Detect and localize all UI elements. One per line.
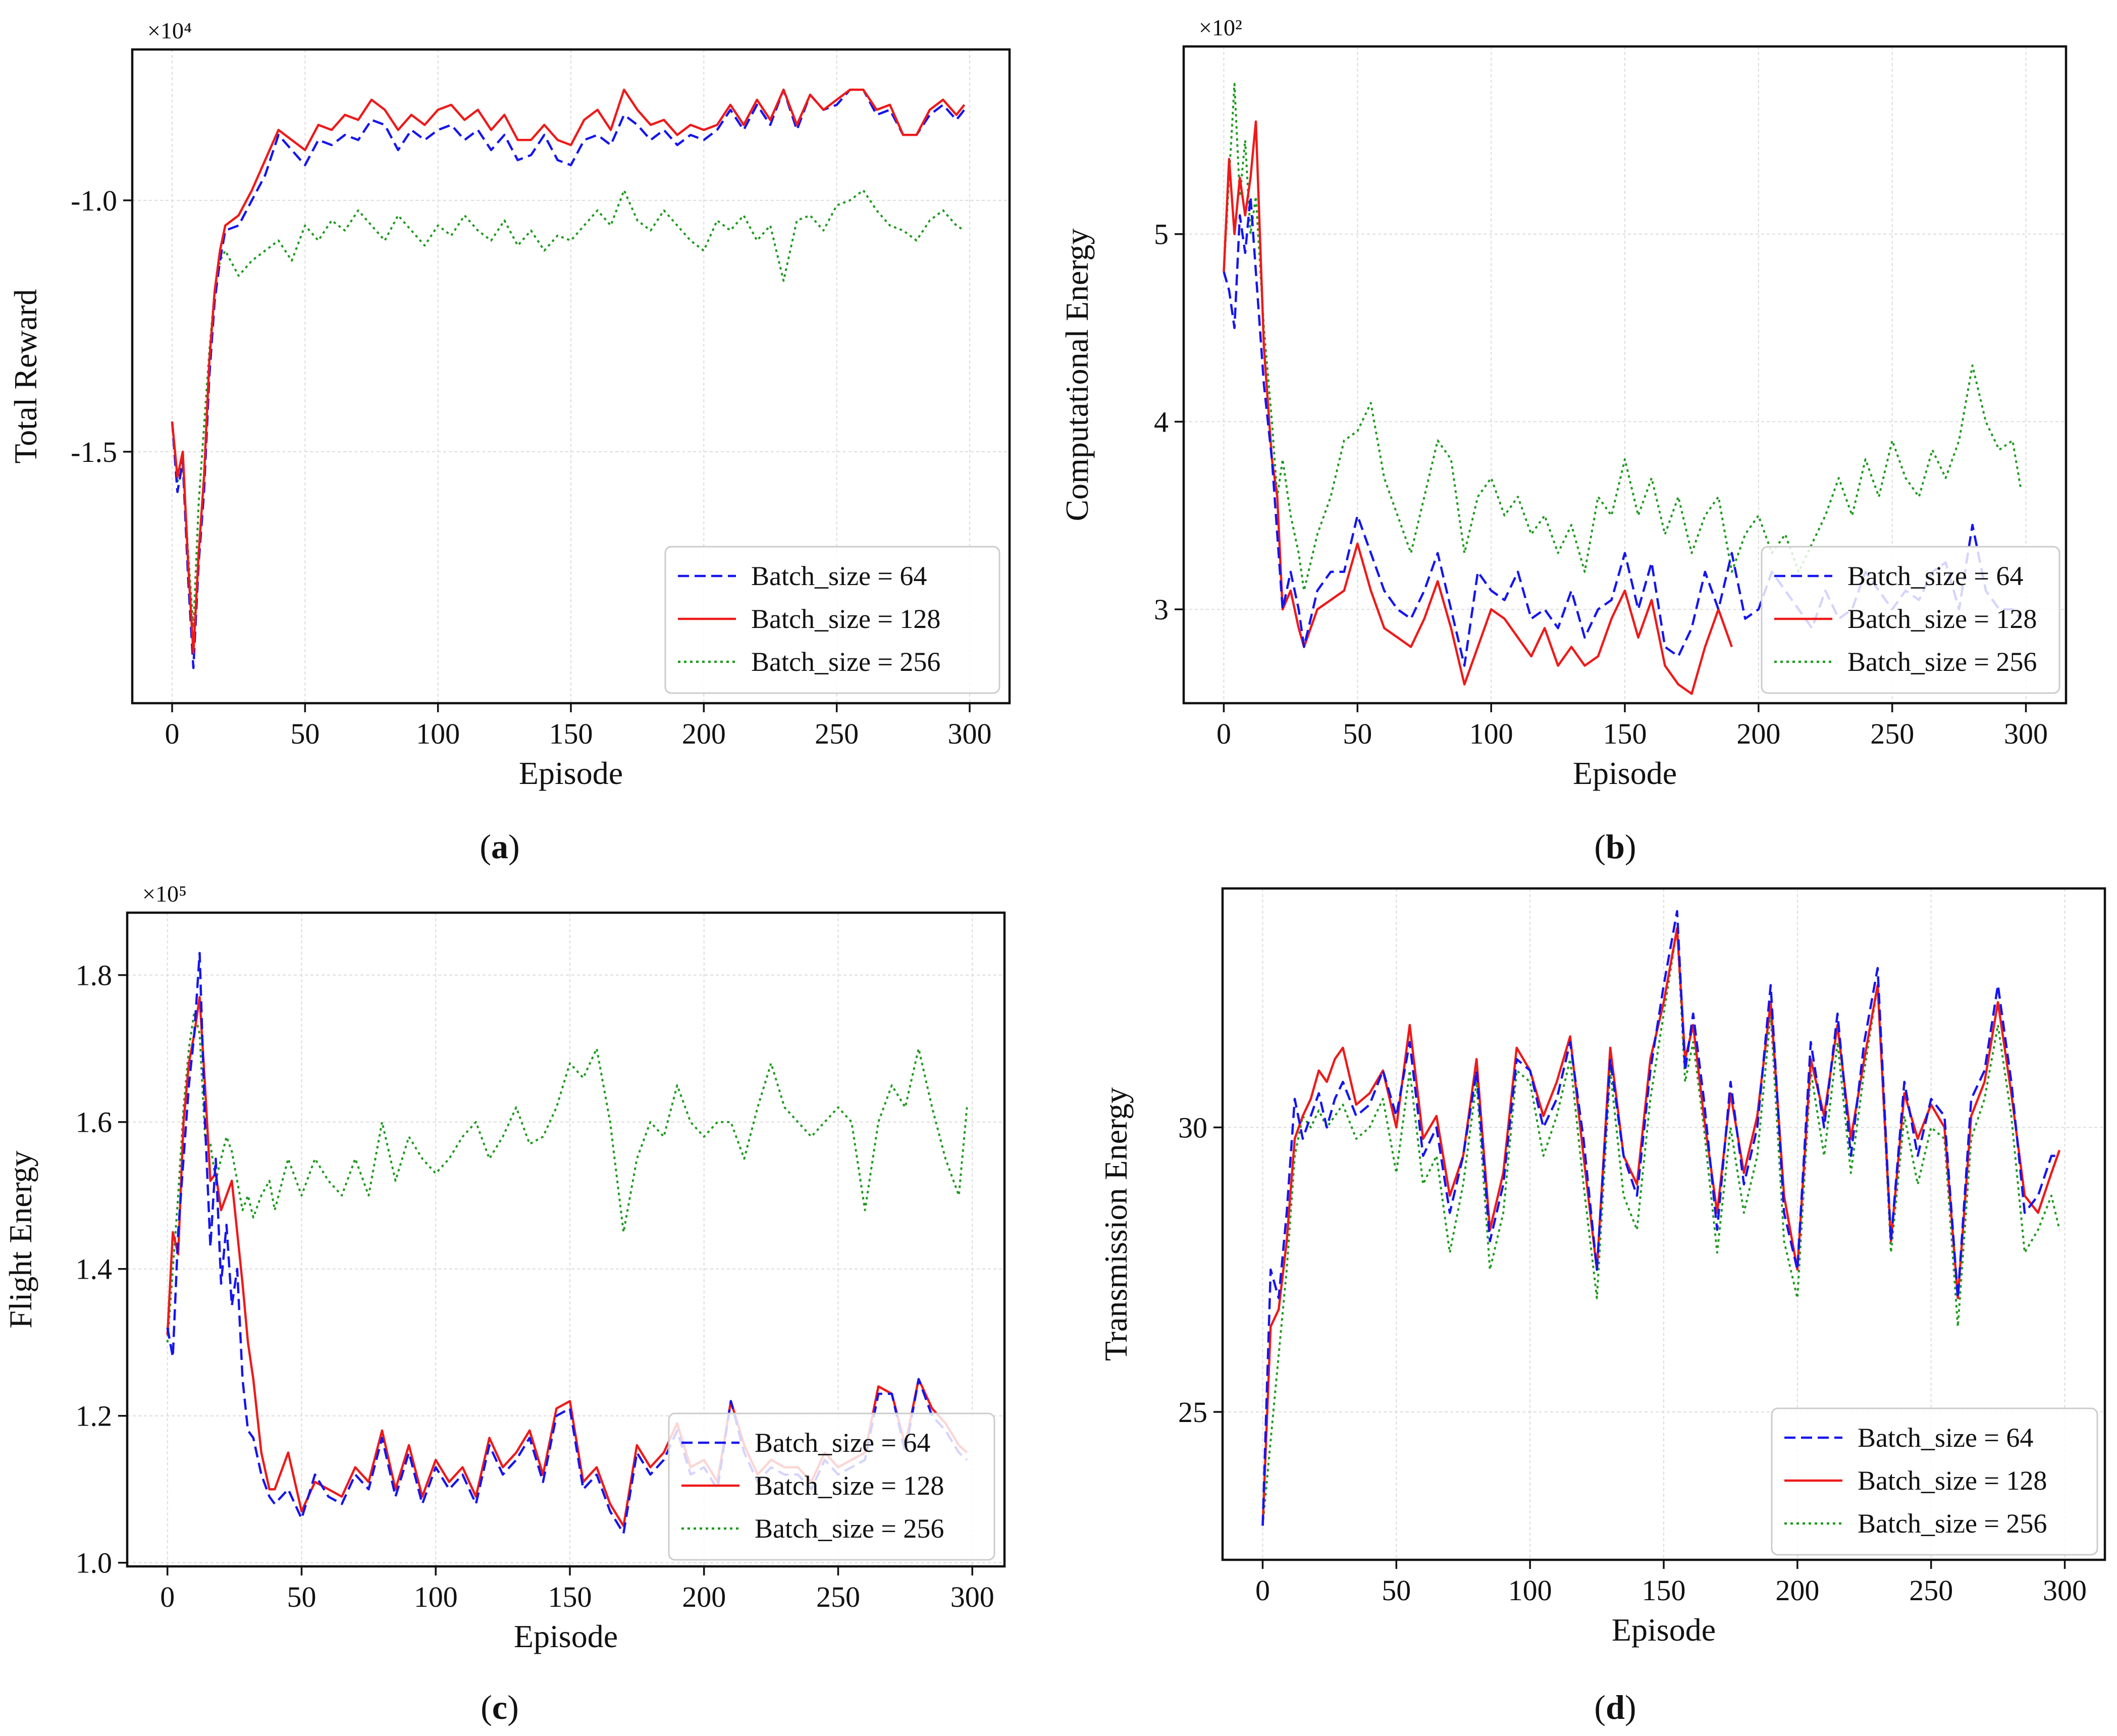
x-tick-label: 200 — [682, 717, 726, 750]
x-tick-label: 250 — [815, 717, 859, 750]
x-tick-label: 250 — [816, 1581, 860, 1613]
caption-d: (d) — [1594, 1688, 1636, 1726]
legend-label: Batch_size = 64 — [751, 561, 927, 591]
legend-box — [1761, 546, 2060, 694]
x-tick-label: 50 — [287, 1581, 316, 1613]
x-tick-label: 200 — [682, 1581, 726, 1613]
y-tick-label: 1.8 — [76, 959, 113, 992]
legend-label: Batch_size = 256 — [751, 647, 940, 677]
axis-multiplier: ×10² — [1199, 15, 1242, 40]
legend-label: Batch_size = 128 — [751, 604, 940, 634]
x-tick-label: 0 — [160, 1581, 175, 1613]
x-tick-label: 250 — [1870, 717, 1914, 750]
x-tick-label: 50 — [290, 717, 320, 750]
legend-box — [664, 546, 1000, 694]
caption-b: (b) — [1594, 827, 1636, 866]
axis-multiplier: ×10⁴ — [147, 18, 192, 43]
legend-label: Batch_size = 128 — [755, 1470, 944, 1501]
x-axis-label: Episode — [1573, 755, 1677, 791]
y-tick-label: -1.0 — [71, 184, 117, 217]
series-group — [171, 88, 966, 669]
x-axis-label: Episode — [1612, 1612, 1716, 1648]
x-tick-label: 150 — [548, 1581, 592, 1613]
x-tick-label: 0 — [1216, 717, 1231, 750]
legend-label: Batch_size = 128 — [1847, 604, 2037, 634]
legend-label: Batch_size = 256 — [1858, 1508, 2047, 1539]
x-tick-label: 0 — [165, 717, 180, 750]
x-tick-label: 100 — [416, 717, 460, 750]
x-tick-label: 300 — [950, 1581, 994, 1613]
y-tick-label: 4 — [1154, 405, 1169, 438]
x-tick-label: 200 — [1775, 1574, 1819, 1607]
x-tick-label: 100 — [1508, 1574, 1552, 1607]
y-axis-label: Computational Energy — [1059, 228, 1095, 521]
y-tick-label: 30 — [1178, 1111, 1207, 1144]
caption-c: (c) — [481, 1688, 519, 1726]
x-tick-label: 50 — [1382, 1574, 1411, 1607]
legend-label: Batch_size = 256 — [755, 1513, 944, 1544]
y-tick-label: 3 — [1154, 593, 1169, 626]
x-tick-label: 50 — [1343, 717, 1372, 750]
series-group — [1261, 910, 2061, 1526]
y-tick-label: -1.5 — [71, 436, 117, 468]
legend-label: Batch_size = 256 — [1847, 647, 2037, 677]
x-axis-label: Episode — [514, 1618, 618, 1654]
legend: Batch_size = 64 Batch_size = 128 Batch_siz… — [668, 1412, 995, 1561]
series-line-batch-256 — [171, 189, 965, 629]
series-line-batch-256 — [1223, 83, 2022, 592]
x-tick-label: 200 — [1736, 717, 1780, 750]
panel-d-transmission-energy-chart: 0 50 100 150 200 250 300 25 30 Episode Transmissio… — [1098, 887, 2106, 1648]
panel-c-flight-energy-chart: 0 50 100 150 200 250 300 1.0 1.2 1.4 1.6 1.8 Episode… — [3, 881, 1006, 1654]
y-tick-label: 1.2 — [76, 1400, 113, 1433]
y-tick-label: 1.4 — [76, 1253, 113, 1286]
legend-label: Batch_size = 64 — [1847, 561, 2023, 591]
y-tick-label: 5 — [1154, 218, 1169, 251]
y-tick-label: 1.6 — [76, 1106, 113, 1139]
series-line-batch-128 — [1223, 120, 1733, 695]
caption-a: (a) — [480, 827, 519, 866]
y-axis-label: Total Reward — [8, 289, 43, 464]
x-tick-label: 150 — [1603, 717, 1647, 750]
legend-label: Batch_size = 64 — [755, 1428, 930, 1458]
legend-box — [668, 1412, 995, 1561]
legend: Batch_size = 64 Batch_size = 128 Batch_siz… — [1771, 1407, 2098, 1556]
y-axis-label: Flight Energy — [3, 1150, 38, 1329]
panel-a-total-reward-chart: 0 50 100 150 200 250 300 -1.5 -1.0 Episode Total R… — [8, 18, 1011, 791]
x-tick-label: 300 — [2004, 717, 2048, 750]
series-line-batch-64 — [166, 952, 968, 1535]
series-line-batch-128 — [1261, 927, 2061, 1526]
legend-label: Batch_size = 64 — [1858, 1423, 2033, 1453]
x-tick-label: 300 — [2043, 1574, 2087, 1607]
x-tick-label: 100 — [1469, 717, 1513, 750]
x-tick-label: 150 — [549, 717, 593, 750]
x-tick-label: 300 — [948, 717, 992, 750]
y-tick-label: 25 — [1178, 1396, 1207, 1429]
axes-frame — [126, 911, 1006, 1568]
x-tick-label: 100 — [414, 1581, 458, 1613]
y-axis-label: Transmission Energy — [1098, 1087, 1134, 1361]
x-tick-label: 150 — [1642, 1574, 1686, 1607]
x-axis-label: Episode — [519, 755, 623, 791]
series-line-batch-256 — [1261, 927, 2060, 1526]
series-line-batch-128 — [171, 88, 966, 654]
legend-box — [1771, 1407, 2098, 1556]
y-tick-label: 1.0 — [76, 1547, 113, 1580]
legend: Batch_size = 64 Batch_size = 128 Batch_siz… — [1761, 546, 2060, 694]
series-line-batch-64 — [1261, 910, 2059, 1526]
series-line-batch-256 — [166, 1011, 968, 1343]
x-tick-label: 250 — [1909, 1574, 1953, 1607]
legend-label: Batch_size = 128 — [1858, 1465, 2047, 1496]
legend: Batch_size = 64 Batch_size = 128 Batch_siz… — [664, 546, 1000, 694]
x-tick-label: 0 — [1255, 1574, 1270, 1607]
panel-b-computational-energy-chart: 0 50 100 150 200 250 300 3 4 5 Episode Computationa… — [1059, 15, 2068, 791]
axis-multiplier: ×10⁵ — [142, 881, 187, 907]
